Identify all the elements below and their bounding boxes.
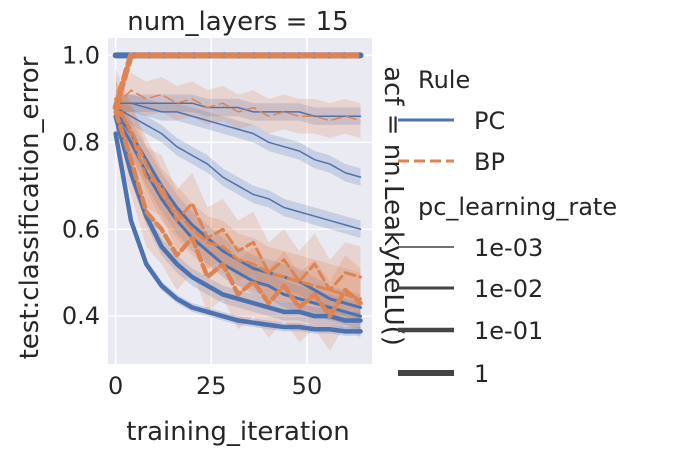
- series-line-pc-1: [114, 102, 362, 178]
- legend-title-lr: pc_learning_rate: [418, 193, 617, 221]
- series-line-pc-5: [113, 131, 363, 334]
- series-line-pc-0: [114, 102, 362, 117]
- ci-band-1: [115, 94, 361, 186]
- chart-title: num_layers = 15: [127, 7, 348, 37]
- ci-band-0: [115, 94, 361, 125]
- legend: Rule PC BP pc_learning_rate 1e-03 1e-02 …: [398, 66, 617, 388]
- series-line-pc-2: [114, 106, 362, 231]
- x-axis-label: training_iteration: [126, 417, 350, 447]
- ci-band-4: [115, 98, 361, 321]
- y-axis-label: test:classification_error: [15, 56, 45, 359]
- y-tick-label: 0.4: [62, 302, 100, 330]
- ci-band-11: [115, 68, 361, 321]
- x-tick-label: 50: [292, 372, 323, 400]
- legend-entry-lr-1: 1: [474, 360, 489, 388]
- ci-band-10: [115, 81, 361, 325]
- legend-entry-lr-1e-01: 1e-01: [474, 317, 543, 345]
- legend-title-rule: Rule: [418, 66, 470, 94]
- facet-label: acf = nn.LeakyReLU(): [378, 66, 408, 346]
- tick-labels: 0 25 50 0.4 0.6 0.8 1.0: [62, 41, 322, 400]
- series-lines: [112, 52, 364, 334]
- ci-band-9: [115, 72, 361, 138]
- legend-entry-bp: BP: [474, 148, 505, 176]
- ci-band-2: [115, 98, 361, 238]
- series-line-bp-10: [114, 106, 363, 301]
- y-tick-label: 0.8: [62, 128, 100, 156]
- series-line-bp-9: [114, 89, 362, 122]
- series-line-pc-6: [113, 113, 363, 323]
- legend-entry-pc: PC: [474, 107, 505, 135]
- x-tick-label: 25: [196, 372, 227, 400]
- y-tick-label: 0.6: [62, 215, 100, 243]
- series-line-bp-11: [114, 97, 363, 292]
- series-line-bp-12: [113, 109, 363, 319]
- legend-entry-lr-1e-02: 1e-02: [474, 275, 543, 303]
- legend-entry-lr-1e-03: 1e-03: [474, 234, 543, 262]
- y-tick-label: 1.0: [62, 41, 100, 69]
- series-line-bp-8: [112, 52, 364, 111]
- x-tick-label: 0: [108, 372, 123, 400]
